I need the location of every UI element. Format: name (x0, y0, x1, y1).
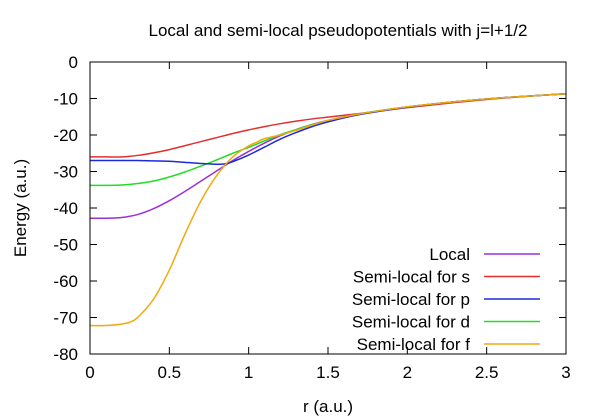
series-line-semi-local-for-p (89, 93, 567, 165)
y-tick-label: -10 (53, 90, 78, 109)
y-tick-label: -30 (53, 163, 78, 182)
y-tick-label: -40 (53, 199, 78, 218)
y-tick-label: -20 (53, 126, 78, 145)
x-tick-label: 2 (403, 363, 412, 382)
series-line-semi-local-for-s (90, 93, 567, 158)
legend-label-semi-local-for-p: Semi-local for p (352, 290, 470, 309)
legend: Local Semi-local for s Semi-local for p Sem… (352, 245, 540, 354)
x-tick-label: 3 (561, 363, 570, 382)
legend-label-semi-local-for-f: Semi-local for f (357, 335, 471, 354)
plot-frame (89, 61, 567, 355)
x-tick-label: 2.5 (475, 363, 499, 382)
ticks-layer: 0 0.5 1 1.5 2 2.5 3 0 -10 -20 -30 -40 -50 -60 -70 -80 (53, 53, 570, 382)
y-tick-label: 0 (69, 53, 78, 72)
legend-label-local: Local (429, 245, 470, 264)
y-tick-label: -60 (53, 272, 78, 291)
y-tick-label: -70 (53, 309, 78, 328)
y-tick-label: -80 (53, 345, 78, 364)
series-layer (89, 93, 567, 327)
series-line-semi-local-for-f (89, 93, 567, 327)
x-tick-label: 1 (244, 363, 253, 382)
y-axis-label: Energy (a.u.) (11, 159, 30, 257)
x-axis-label: r (a.u.) (303, 397, 353, 416)
series-line-semi-local-for-d (89, 93, 567, 187)
x-tick-label: 0.5 (158, 363, 182, 382)
x-tick-label: 0 (85, 363, 94, 382)
x-tick-label: 1.5 (316, 363, 340, 382)
legend-label-semi-local-for-s: Semi-local for s (353, 268, 470, 287)
chart-title: Local and semi-local pseudopotentials wi… (149, 21, 528, 40)
legend-label-semi-local-for-d: Semi-local for d (352, 313, 470, 332)
y-tick-label: -50 (53, 236, 78, 255)
series-line-local (89, 93, 567, 220)
